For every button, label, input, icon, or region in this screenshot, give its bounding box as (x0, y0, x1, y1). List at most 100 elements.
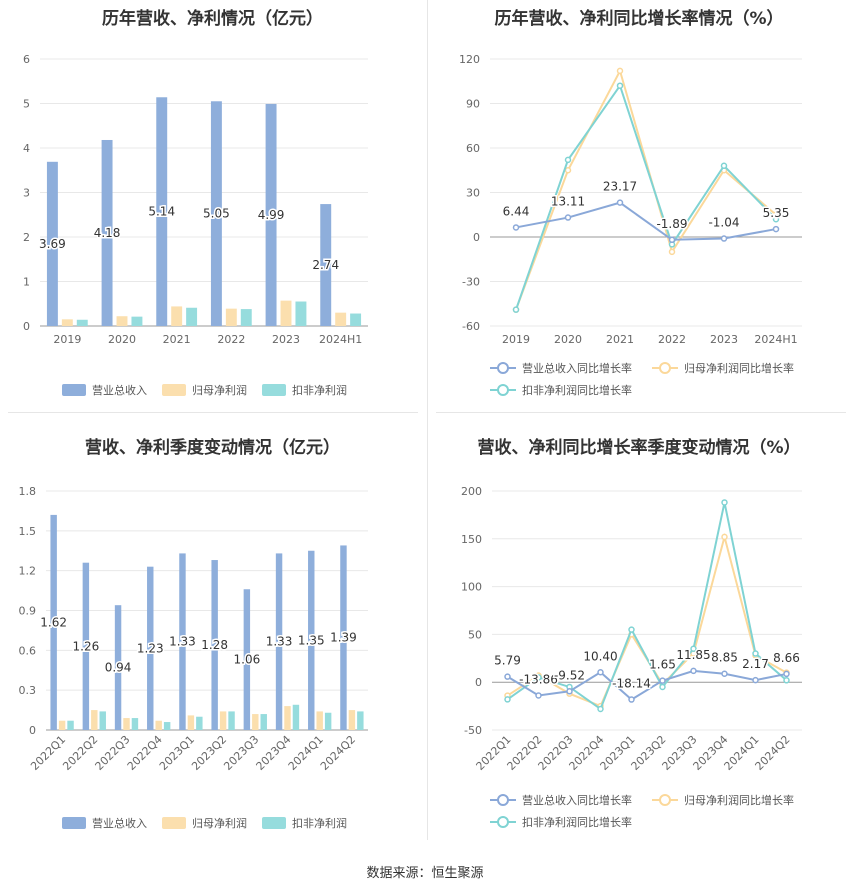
y-tick-label: 0.9 (19, 605, 37, 618)
data-point (504, 673, 511, 680)
bar (114, 605, 122, 730)
bar (50, 514, 57, 730)
quarterly-bars-chart: 00.30.60.91.21.51.82022Q12022Q22022Q3202… (19, 485, 368, 830)
annual-growth-panel: 历年营收、净利同比增长率情况（%） -60 -30 0 30 60 90 120 2019 20… (428, 0, 850, 410)
legend-marker (659, 362, 671, 374)
bar-value-label: 1.33 (169, 635, 196, 649)
bar (163, 722, 171, 730)
bar (61, 319, 73, 326)
bar-value-label: 1.62 (40, 615, 67, 629)
bar (350, 313, 362, 326)
legend-label: 营业总收入同比增长率 (522, 793, 632, 807)
data-point (564, 214, 572, 221)
y-tick-label: -30 (462, 276, 480, 289)
x-tick-label: 2019 (53, 333, 81, 346)
annual-growth-chart: -60 -30 0 30 60 90 120 2019 2020 2021 2022 2023 2024… (459, 53, 802, 397)
line-value-label: -13.86 (519, 672, 558, 686)
y-tick-label: -60 (462, 320, 480, 333)
bar-value-label: 3.69 (39, 237, 66, 251)
bar (46, 161, 58, 326)
y-tick-label: 1 (23, 276, 30, 289)
bar (243, 589, 251, 730)
y-tick-label: 0 (23, 320, 30, 333)
bar-value-label: 1.26 (73, 639, 100, 653)
y-tick-label: 3 (23, 187, 30, 200)
data-point (512, 224, 520, 231)
x-tick-label: 2020 (108, 333, 136, 346)
data-point (597, 705, 604, 713)
data-point (752, 676, 759, 684)
y-tick-label: -50 (464, 724, 482, 737)
data-point (668, 248, 676, 256)
bar (76, 319, 88, 326)
legend-label: 营业总收入同比增长率 (522, 361, 632, 375)
data-point (783, 670, 790, 678)
legend-marker (497, 384, 509, 396)
y-tick-label: 6 (23, 53, 30, 66)
data-point (721, 499, 728, 506)
horizontal-divider-left (8, 412, 418, 413)
data-point (690, 667, 697, 675)
y-tick-label: 2 (23, 231, 30, 244)
bar (280, 300, 292, 326)
annual-growth-title: 历年营收、净利同比增长率情况（%） (494, 9, 784, 29)
bar (320, 204, 332, 326)
data-point (720, 235, 728, 242)
legend-label: 归母净利润同比增长率 (684, 361, 794, 375)
legend-marker (497, 816, 509, 828)
y-tick-label: 0 (29, 724, 36, 737)
bar (275, 553, 283, 730)
legend-swatch (62, 817, 86, 829)
line-value-label: -9.52 (554, 668, 585, 682)
data-point (535, 674, 542, 681)
bar (58, 720, 66, 730)
y-tick-label: 100 (461, 581, 482, 594)
bar (340, 545, 347, 730)
bar (116, 316, 128, 326)
line-value-label: 11.85 (676, 648, 710, 662)
bar (260, 714, 267, 730)
series-line (506, 669, 787, 701)
bar (186, 307, 198, 326)
x-tick-label: 2022 (658, 333, 686, 346)
y-tick-label: 150 (461, 533, 482, 546)
legend-marker (497, 362, 509, 374)
bar (357, 711, 364, 730)
line-value-label: 1.65 (649, 658, 676, 672)
bar (123, 718, 130, 730)
bar (228, 711, 235, 730)
line-value-label: -18.14 (612, 677, 651, 691)
line-value-label: 5.35 (763, 206, 790, 220)
data-point (616, 67, 624, 75)
data-point (564, 167, 572, 174)
bar (240, 309, 252, 326)
y-tick-label: 1.8 (19, 485, 37, 498)
line-value-label: -1.04 (708, 216, 739, 230)
bar-value-label: 1.23 (137, 641, 164, 655)
bar-value-label: 1.33 (266, 635, 293, 649)
bar (99, 711, 106, 730)
data-point (752, 650, 759, 657)
x-tick-label: 2024Q2 (753, 733, 793, 773)
annual-bars-chart: 0 1 2 3 4 5 6 2019 2020 2021 2022 2023 2024H1 3.69 4.1… (23, 53, 368, 397)
x-tick-label: 2024H1 (319, 333, 362, 346)
bar (187, 715, 195, 730)
data-point (721, 670, 728, 677)
bar (284, 706, 291, 730)
data-point (720, 162, 728, 170)
y-tick-label: 0.3 (19, 684, 37, 697)
series-line (515, 68, 777, 311)
quarterly-bars-title: 营收、净利季度变动情况（亿元） (85, 438, 340, 458)
legend-swatch (262, 817, 286, 829)
bar (219, 711, 227, 730)
annual-revenue-profit-panel: 历年营收、净利情况（亿元） 0 1 2 3 4 5 6 2019 2020 2021 2022 202… (0, 0, 425, 410)
quarterly-revenue-profit-panel: 营收、净利季度变动情况（亿元） 0 0.3 0.6 0.9 1.2 1.5 1.8 2022Q… (0, 415, 425, 845)
bar (316, 711, 323, 730)
bar (179, 553, 186, 730)
bar (211, 560, 218, 730)
line-value-label: 5.79 (494, 654, 521, 668)
bar (265, 103, 277, 326)
data-point (721, 533, 728, 541)
data-point (616, 199, 624, 206)
bar-value-label: 4.99 (258, 208, 285, 222)
